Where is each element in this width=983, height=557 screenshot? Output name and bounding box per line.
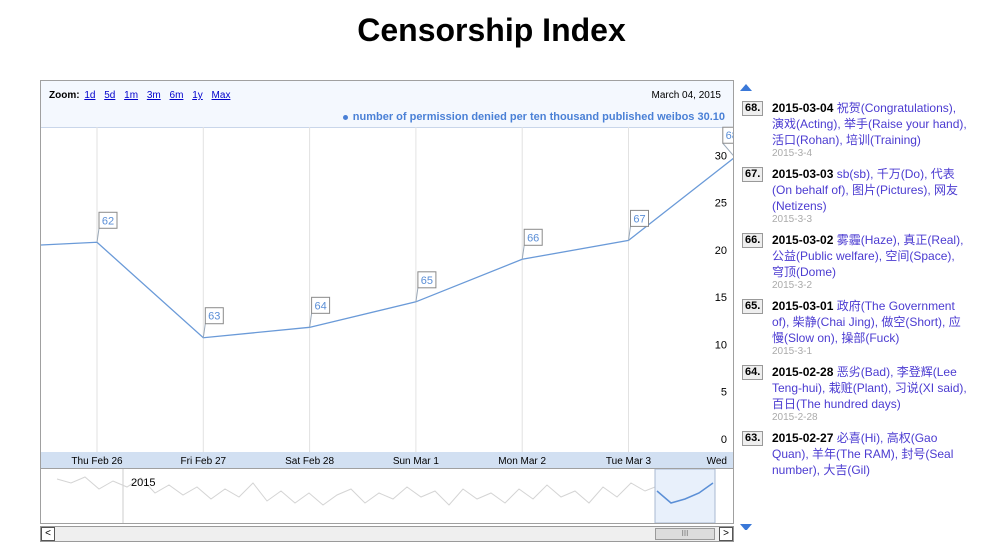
y-tick-label: 5 [721, 387, 727, 399]
x-tick-label: Wed [707, 456, 727, 467]
zoom-5d[interactable]: 5d [104, 90, 116, 101]
annotation-date: 2015-03-04 [772, 101, 834, 115]
x-tick-label: Sat Feb 28 [285, 456, 334, 467]
annotation-number: 64. [742, 365, 764, 380]
x-tick-label: Mon Mar 2 [498, 456, 546, 467]
annotation-date: 2015-02-28 [772, 365, 834, 379]
flag-label: 68 [726, 130, 734, 142]
y-tick-label: 15 [715, 292, 727, 304]
flag-marker [311, 296, 331, 314]
annotation-item-67[interactable]: 67. 2015-03-03 sb(sb), 千万(Do), 代表(On beh… [742, 166, 970, 226]
flag-pole [521, 245, 525, 260]
annotation-panel: 68. 2015-03-04 祝贺(Congratulations), 演戏(A… [740, 80, 972, 530]
line-chart[interactable]: 0 5 10 15 20 25 30 62 63 64 65 66 67 68 [41, 81, 734, 468]
zoom-1m[interactable]: 1m [124, 90, 139, 101]
flag-label: 65 [421, 275, 433, 287]
scroll-down-arrow-icon[interactable] [740, 524, 752, 530]
flag-marker [204, 307, 224, 325]
x-tick-label: Fri Feb 27 [181, 456, 227, 467]
x-axis: Thu Feb 26 Fri Feb 27 Sat Feb 28 Sun Mar 1 M… [71, 456, 727, 467]
y-tick-label: 0 [721, 434, 727, 446]
annotation-text: 政府(The Government of), 柴静(Chai Jing), 做空… [772, 299, 961, 345]
annotation-list: 68. 2015-03-04 祝贺(Congratulations), 演戏(A… [742, 100, 970, 514]
flag-pole [628, 226, 631, 241]
scroll-thumb[interactable]: III [655, 528, 715, 540]
annotation-subdate: 2015-3-3 [772, 214, 813, 225]
legend-dot-icon [342, 114, 348, 120]
legend-text: number of permission denied per ten thou… [352, 111, 725, 123]
zoom-3m[interactable]: 3m [146, 90, 161, 101]
chart-frame: Zoom: 1d 5d 1m 3m 6m 1y Max March 04, 20… [40, 80, 734, 468]
scroll-up-arrow-icon[interactable] [740, 84, 752, 91]
flag-label: 67 [633, 213, 645, 225]
flag-marker [417, 271, 437, 289]
annotation-date: 2015-03-01 [772, 299, 834, 313]
annotation-item-65[interactable]: 65. 2015-03-01 政府(The Government of), 柴静… [742, 298, 970, 358]
annotation-item-68[interactable]: 68. 2015-03-04 祝贺(Congratulations), 演戏(A… [742, 100, 970, 160]
x-tick-label: Tue Mar 3 [606, 456, 652, 467]
annotation-text: 必喜(Hi), 高权(Gao Quan), 羊年(The RAM), 封号(Se… [772, 431, 954, 477]
flag-label: 64 [314, 300, 326, 312]
horizontal-scrollbar[interactable]: < III > [40, 526, 734, 542]
legend-entry: number of permission denied per ten thou… [342, 111, 725, 123]
zoom-1y[interactable]: 1y [192, 90, 203, 101]
annotation-number: 66. [742, 233, 764, 248]
zoom-1d[interactable]: 1d [84, 90, 96, 101]
overview-sparkline [56, 468, 716, 524]
annotation-number: 67. [742, 167, 764, 182]
x-axis-strip: Thu Feb 26 Fri Feb 27 Sat Feb 28 Sun Mar 1 M… [40, 452, 734, 468]
zoom-label: Zoom: [49, 90, 80, 101]
annotation-subdate: 2015-2-28 [772, 412, 818, 423]
flag-marker [722, 126, 733, 144]
flag-label: 63 [208, 311, 220, 323]
zoom-max[interactable]: Max [211, 90, 231, 101]
flag-label: 66 [527, 232, 539, 244]
x-tick-label: Thu Feb 26 [71, 456, 123, 467]
annotation-text: 雾霾(Haze), 真正(Real), 公益(Public welfare), … [772, 233, 964, 279]
date-readout: March 04, 2015 [651, 90, 722, 101]
annotation-subdate: 2015-3-2 [772, 280, 813, 291]
annotation-text: 祝贺(Congratulations), 演戏(Acting), 举手(Rais… [772, 101, 967, 147]
flag-pole [96, 228, 100, 243]
annotation-item-63[interactable]: 63. 2015-02-27 必喜(Hi), 高权(Gao Quan), 羊年(… [742, 430, 970, 478]
annotation-item-66[interactable]: 66. 2015-03-02 雾霾(Haze), 真正(Real), 公益(Pu… [742, 232, 970, 292]
overview-navigator[interactable]: 2015 [40, 468, 734, 524]
annotation-item-64[interactable]: 64. 2015-02-28 恶劣(Bad), 李登辉(Lee Teng-hui… [742, 364, 970, 424]
flag-marker [98, 211, 118, 229]
annotation-date: 2015-02-27 [772, 431, 834, 445]
y-tick-label: 25 [715, 198, 727, 210]
page-title: Censorship Index [357, 12, 626, 48]
zoom-6m[interactable]: 6m [169, 90, 184, 101]
y-tick-label: 20 [715, 245, 727, 257]
annotation-number: 68. [742, 101, 764, 116]
series-line [41, 157, 733, 339]
flag-pole [309, 313, 313, 328]
zoom-bar: Zoom: 1d 5d 1m 3m 6m 1y Max [49, 90, 236, 101]
flag-pole [202, 323, 206, 338]
annotation-text: sb(sb), 千万(Do), 代表(On behalf of), 图片(Pic… [772, 167, 959, 213]
chart-header: Zoom: 1d 5d 1m 3m 6m 1y Max March 04, 20… [41, 81, 733, 128]
annotation-date: 2015-03-03 [772, 167, 834, 181]
scroll-right-button[interactable]: > [719, 527, 733, 541]
annotation-subdate: 2015-3-4 [772, 148, 813, 159]
annotation-date: 2015-03-02 [772, 233, 834, 247]
overview-year-label: 2015 [131, 477, 156, 489]
flag-pole [415, 287, 419, 302]
flag-marker [523, 228, 543, 246]
x-tick-label: Sun Mar 1 [393, 456, 440, 467]
flag-label: 62 [102, 215, 114, 227]
annotation-text: 恶劣(Bad), 李登辉(Lee Teng-hui), 栽赃(Plant), 习… [772, 365, 967, 411]
annotation-number: 63. [742, 431, 764, 446]
flag-marker [630, 209, 649, 227]
y-tick-label: 30 [715, 150, 727, 162]
scroll-left-button[interactable]: < [41, 527, 55, 541]
flag-pole [722, 142, 733, 156]
y-tick-label: 10 [715, 339, 727, 351]
annotation-number: 65. [742, 299, 764, 314]
annotation-subdate: 2015-3-1 [772, 346, 813, 357]
